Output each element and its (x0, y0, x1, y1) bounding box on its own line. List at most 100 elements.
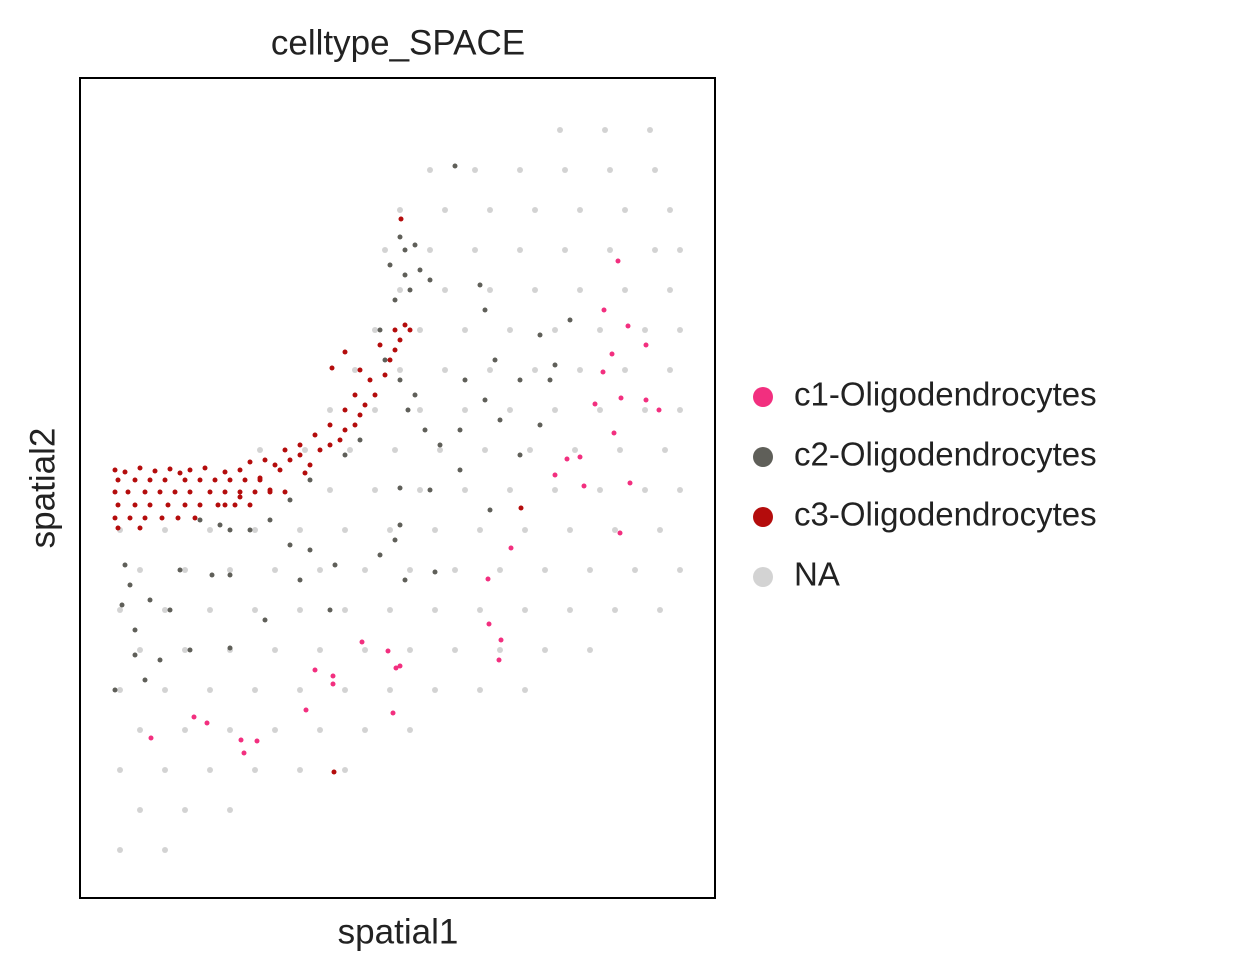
data-point (329, 365, 335, 371)
data-point (611, 430, 617, 436)
data-point (287, 497, 293, 503)
data-point (302, 470, 308, 476)
data-point (247, 459, 253, 465)
x-axis-label: spatial1 (338, 912, 459, 951)
data-point (172, 489, 178, 495)
data-point (327, 442, 333, 448)
data-point (272, 647, 278, 653)
data-point (482, 397, 488, 403)
data-point (162, 847, 168, 853)
data-point (119, 602, 125, 608)
data-point (297, 442, 303, 448)
data-point (182, 727, 188, 733)
data-point (572, 447, 578, 453)
data-point (552, 327, 558, 333)
data-point (237, 489, 243, 495)
data-point (157, 489, 163, 495)
data-point (507, 407, 513, 413)
data-point (462, 407, 468, 413)
data-point (542, 647, 548, 653)
data-point (342, 527, 348, 533)
data-point (597, 487, 603, 493)
chart-title: celltype_SPACE (271, 23, 525, 62)
data-point (207, 527, 213, 533)
data-point (587, 647, 593, 653)
data-point (252, 767, 258, 773)
data-point (115, 477, 121, 483)
data-point (227, 727, 233, 733)
data-point (362, 402, 368, 408)
data-point (177, 567, 183, 573)
data-point (132, 502, 138, 508)
data-point (122, 562, 128, 568)
data-point (137, 727, 143, 733)
data-point (547, 377, 553, 383)
data-point (492, 357, 498, 363)
data-point (612, 607, 618, 613)
data-point (577, 207, 583, 213)
data-point (397, 522, 403, 528)
data-point (657, 607, 663, 613)
data-point (377, 342, 383, 348)
data-point (387, 262, 393, 268)
data-point (362, 727, 368, 733)
data-point (656, 407, 662, 413)
data-point (432, 687, 438, 693)
data-point (625, 323, 631, 329)
data-point (412, 242, 418, 248)
data-point (662, 447, 668, 453)
data-point (272, 462, 278, 468)
data-point (532, 207, 538, 213)
data-point (407, 647, 413, 653)
data-point (417, 487, 423, 493)
data-point (132, 627, 138, 633)
data-point (497, 647, 503, 653)
data-point (397, 234, 403, 240)
data-point (564, 456, 570, 462)
data-point (175, 515, 181, 521)
data-point (486, 621, 492, 627)
data-point (517, 247, 523, 253)
data-point (597, 407, 603, 413)
data-point (372, 392, 378, 398)
data-point (212, 477, 218, 483)
data-point (412, 392, 418, 398)
legend-marker (753, 447, 773, 467)
data-point (432, 569, 438, 575)
data-point (457, 467, 463, 473)
data-point (457, 427, 463, 433)
data-point (307, 477, 313, 483)
data-point (427, 247, 433, 253)
data-point (632, 567, 638, 573)
data-point (477, 282, 483, 288)
legend-label: c2-Oligodendrocytes (794, 436, 1097, 473)
data-point (397, 367, 403, 373)
data-point (377, 327, 383, 333)
data-point (417, 407, 423, 413)
data-point (227, 477, 233, 483)
data-point (307, 547, 313, 553)
data-point (462, 377, 468, 383)
data-point (618, 395, 624, 401)
data-point (622, 287, 628, 293)
data-point (112, 515, 118, 521)
data-point (148, 735, 154, 741)
data-point (407, 567, 413, 573)
data-point (482, 307, 488, 313)
data-point (242, 477, 248, 483)
data-point (303, 707, 309, 713)
data-point (652, 247, 658, 253)
data-point (397, 207, 403, 213)
data-point (677, 567, 683, 573)
data-point (437, 447, 443, 453)
data-point (557, 127, 563, 133)
data-point (497, 417, 503, 423)
data-point (427, 277, 433, 283)
data-point (652, 167, 658, 173)
data-point (552, 407, 558, 413)
data-point (352, 422, 358, 428)
data-point (197, 477, 203, 483)
data-point (487, 207, 493, 213)
data-point (452, 647, 458, 653)
data-point (282, 489, 288, 495)
